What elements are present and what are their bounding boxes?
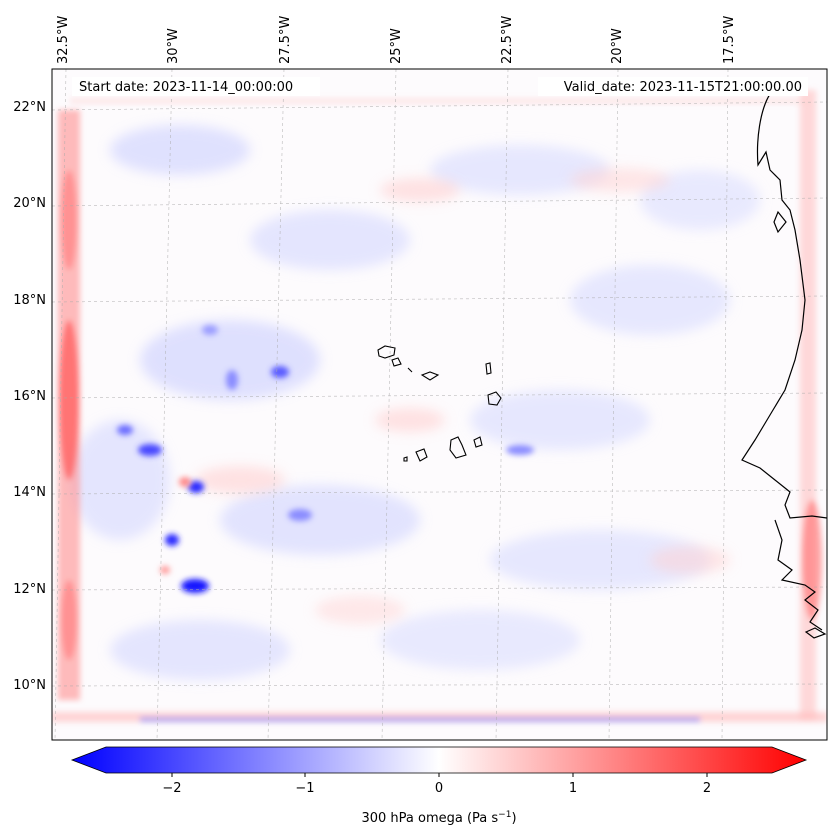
lon-label: 22.5°W bbox=[500, 16, 515, 64]
lon-label: 27.5°W bbox=[278, 16, 293, 64]
colorbar-tick-label: −1 bbox=[295, 781, 314, 796]
start-date-box bbox=[72, 77, 320, 96]
lat-label: 16°N bbox=[13, 389, 46, 404]
lat-label: 14°N bbox=[13, 485, 46, 500]
colorbar: −2 −1 0 1 2 300 hPa omega (Pa s−1) bbox=[70, 746, 808, 826]
valid-date-label: Valid_date: 2023-11-15T21:00:00.00 bbox=[564, 80, 802, 95]
island-santa-luzia bbox=[407, 367, 413, 373]
coastline bbox=[741, 93, 827, 639]
omega-background-texture bbox=[70, 125, 760, 680]
lon-label: 17.5°W bbox=[722, 16, 737, 64]
omega-boundary-artefacts bbox=[52, 90, 827, 722]
island-sao-vicente bbox=[391, 357, 402, 367]
map-frame bbox=[51, 68, 828, 741]
colorbar-bar bbox=[70, 746, 808, 774]
graticule bbox=[52, 69, 827, 740]
cape-verde-islands bbox=[377, 345, 502, 462]
lat-label: 10°N bbox=[13, 678, 46, 693]
valid-date-box bbox=[538, 77, 808, 96]
lon-label: 25°W bbox=[389, 28, 404, 64]
start-date-label: Start date: 2023-11-14_00:00:00 bbox=[79, 80, 293, 95]
omega-strong-descent-cells bbox=[160, 477, 191, 574]
latitude-labels: 22°N 20°N 18°N 16°N 14°N 12°N 10°N bbox=[13, 100, 46, 693]
lon-label: 20°W bbox=[610, 28, 625, 64]
colorbar-label: 300 hPa omega (Pa s−1) bbox=[361, 810, 516, 826]
lat-label: 20°N bbox=[13, 196, 46, 211]
omega-field bbox=[52, 69, 827, 740]
colorbar-ticks: −2 −1 0 1 2 bbox=[162, 773, 711, 796]
colorbar-tick-label: 0 bbox=[435, 781, 443, 796]
lon-label: 30°W bbox=[166, 28, 181, 64]
island-sal bbox=[485, 362, 492, 375]
island-fogo bbox=[415, 448, 428, 462]
island-boa-vista bbox=[487, 391, 502, 406]
colorbar-tick-label: 1 bbox=[569, 781, 577, 796]
island-santiago bbox=[449, 436, 467, 459]
longitude-labels: 32.5°W 30°W 27.5°W 25°W 22.5°W 20°W 17.5… bbox=[56, 16, 737, 64]
colorbar-tick-label: 2 bbox=[703, 781, 711, 796]
colorbar-label-end: ) bbox=[511, 811, 516, 826]
island-maio bbox=[473, 436, 483, 448]
colorbar-tick-label: −2 bbox=[162, 781, 181, 796]
island-sao-nicolau bbox=[420, 371, 440, 381]
lat-label: 18°N bbox=[13, 293, 46, 308]
colorbar-label-main: 300 hPa omega (Pa s bbox=[361, 811, 498, 826]
omega-strong-ascent-cells bbox=[117, 325, 534, 593]
island-santo-antao bbox=[377, 345, 396, 359]
lat-label: 12°N bbox=[13, 582, 46, 597]
map-panel: Start date: 2023-11-14_00:00:00 Valid_da… bbox=[51, 68, 828, 741]
colorbar-label-sup: −1 bbox=[498, 810, 511, 820]
omega-positive-patches bbox=[195, 168, 730, 624]
lon-label: 32.5°W bbox=[56, 16, 71, 64]
lat-label: 22°N bbox=[13, 100, 46, 115]
island-brava bbox=[403, 456, 408, 462]
